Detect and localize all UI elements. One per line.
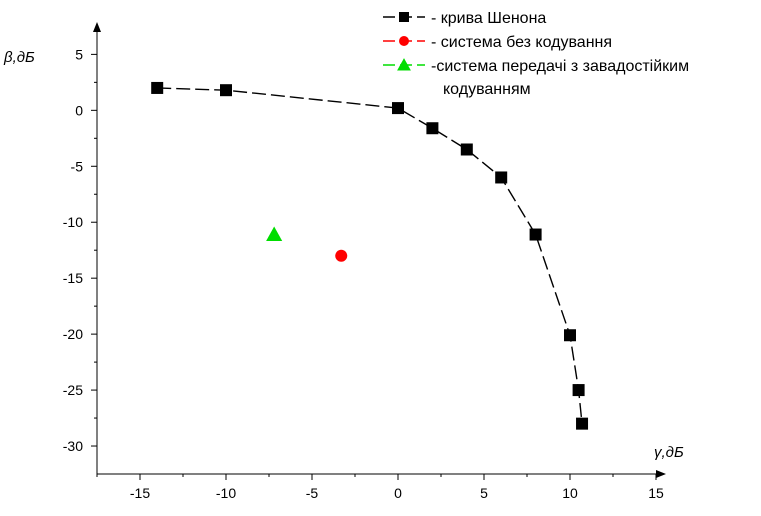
- legend-marker: [397, 58, 411, 71]
- data-point: [392, 102, 404, 115]
- y-tick-label: -20: [63, 326, 83, 342]
- series-line: [157, 87, 583, 424]
- x-tick-label: 5: [480, 485, 488, 501]
- y-tick-label: -15: [63, 270, 83, 286]
- x-tick-label: -5: [306, 485, 319, 501]
- y-tick-label: -10: [63, 214, 83, 230]
- data-point: [460, 143, 473, 156]
- legend-marker: [399, 36, 409, 46]
- legend: - крива Шенона - система без кодування -си…: [383, 10, 689, 98]
- x-tick-label: 10: [562, 485, 578, 501]
- y-tick-label: 5: [75, 46, 83, 62]
- y-axis-ticks: 5 0 -5 -10 -15 -20 -25 -30: [63, 46, 97, 454]
- y-tick-label: -5: [71, 158, 84, 174]
- x-axis-arrow: [656, 470, 666, 478]
- data-point: [426, 122, 439, 135]
- data-point: [576, 417, 589, 430]
- legend-label-line2: кодуванням: [443, 81, 531, 98]
- data-point: [335, 249, 348, 262]
- data-point: [266, 226, 283, 241]
- data-point: [564, 329, 576, 342]
- y-axis-arrow: [93, 22, 101, 32]
- x-tick-label: -10: [216, 485, 236, 501]
- data-point: [495, 171, 508, 184]
- data-point: [220, 84, 232, 97]
- data-point: [572, 384, 585, 397]
- x-axis-title: γ,дБ: [654, 444, 684, 461]
- y-tick-label: -25: [63, 382, 83, 398]
- axes: [93, 22, 666, 478]
- x-tick-label: 0: [394, 485, 402, 501]
- y-tick-label: -30: [63, 438, 83, 454]
- legend-label: - система без кодування: [431, 34, 612, 51]
- data-point: [529, 228, 542, 241]
- data-point: [151, 81, 164, 94]
- legend-marker: [399, 12, 409, 22]
- legend-label: - крива Шенона: [431, 10, 546, 27]
- x-axis-ticks: -15 -10 -5 0 5 10 15: [96, 474, 664, 501]
- series-lines: [157, 87, 583, 424]
- x-tick-label: -15: [130, 485, 150, 501]
- series-markers: [151, 81, 589, 430]
- x-tick-label: 15: [648, 485, 664, 501]
- legend-label: -система передачі з завадостійким: [431, 58, 689, 75]
- y-axis-title: β,дБ: [3, 49, 35, 66]
- y-tick-label: 0: [75, 102, 83, 118]
